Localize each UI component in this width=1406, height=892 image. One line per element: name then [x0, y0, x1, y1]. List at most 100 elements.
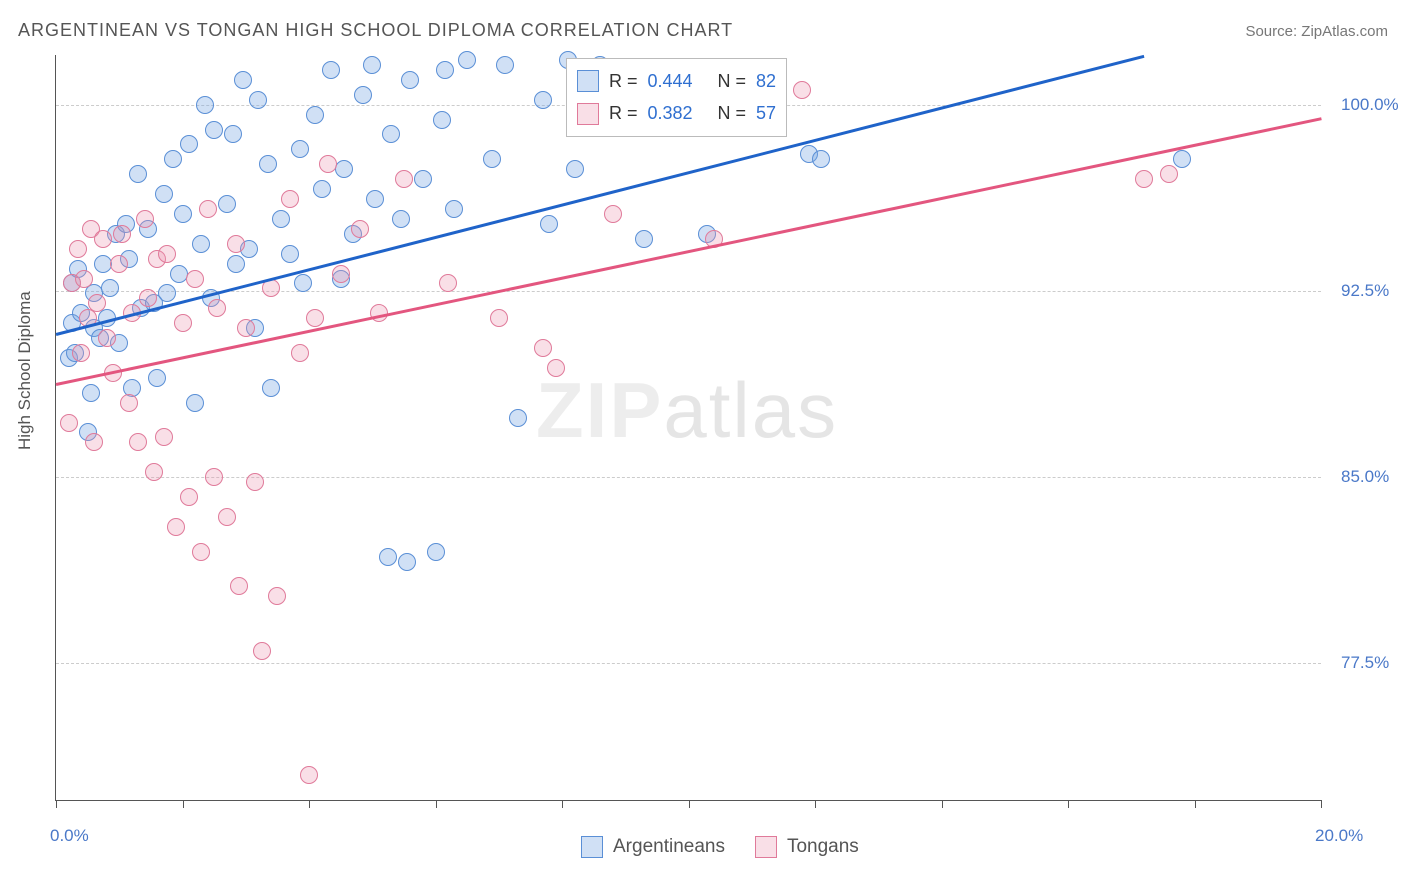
y-tick-label: 85.0%	[1341, 467, 1389, 487]
y-tick-label: 92.5%	[1341, 281, 1389, 301]
x-tick	[1321, 800, 1322, 808]
scatter-marker	[262, 379, 280, 397]
scatter-marker	[167, 518, 185, 536]
scatter-marker	[60, 414, 78, 432]
scatter-marker	[427, 543, 445, 561]
scatter-marker	[540, 215, 558, 233]
scatter-marker	[155, 185, 173, 203]
scatter-marker	[793, 81, 811, 99]
scatter-marker	[379, 548, 397, 566]
scatter-marker	[94, 230, 112, 248]
r-value: 0.382	[648, 97, 708, 129]
scatter-marker	[174, 205, 192, 223]
legend-row: R =0.444N =82	[577, 65, 776, 97]
x-tick	[1068, 800, 1069, 808]
scatter-marker	[129, 433, 147, 451]
x-tick	[436, 800, 437, 808]
scatter-marker	[392, 210, 410, 228]
scatter-marker	[139, 289, 157, 307]
scatter-marker	[458, 51, 476, 69]
scatter-marker	[812, 150, 830, 168]
scatter-marker	[332, 265, 350, 283]
scatter-marker	[1173, 150, 1191, 168]
scatter-marker	[158, 284, 176, 302]
scatter-marker	[158, 245, 176, 263]
scatter-marker	[291, 140, 309, 158]
legend-swatch	[755, 836, 777, 858]
scatter-marker	[129, 165, 147, 183]
scatter-marker	[398, 553, 416, 571]
y-tick-label: 77.5%	[1341, 653, 1389, 673]
scatter-marker	[85, 433, 103, 451]
scatter-marker	[509, 409, 527, 427]
scatter-marker	[113, 225, 131, 243]
scatter-marker	[306, 309, 324, 327]
scatter-marker	[566, 160, 584, 178]
scatter-marker	[155, 428, 173, 446]
scatter-marker	[110, 255, 128, 273]
scatter-marker	[354, 86, 372, 104]
scatter-marker	[98, 329, 116, 347]
scatter-marker	[186, 270, 204, 288]
scatter-marker	[196, 96, 214, 114]
r-label: R =	[609, 65, 638, 97]
scatter-marker	[351, 220, 369, 238]
x-tick-label: 20.0%	[1315, 826, 1363, 846]
scatter-marker	[439, 274, 457, 292]
scatter-marker	[88, 294, 106, 312]
correlation-legend: R =0.444N =82R =0.382N =57	[566, 58, 787, 137]
scatter-marker	[192, 543, 210, 561]
scatter-marker	[490, 309, 508, 327]
gridline	[56, 291, 1321, 292]
scatter-marker	[205, 121, 223, 139]
scatter-marker	[291, 344, 309, 362]
x-tick	[689, 800, 690, 808]
scatter-marker	[224, 125, 242, 143]
scatter-marker	[635, 230, 653, 248]
scatter-marker	[319, 155, 337, 173]
scatter-marker	[414, 170, 432, 188]
scatter-marker	[145, 463, 163, 481]
legend-label: Tongans	[787, 836, 859, 858]
scatter-marker	[306, 106, 324, 124]
scatter-marker	[268, 587, 286, 605]
x-tick-label: 0.0%	[50, 826, 89, 846]
y-tick-label: 100.0%	[1341, 95, 1399, 115]
scatter-marker	[534, 339, 552, 357]
scatter-marker	[547, 359, 565, 377]
scatter-marker	[363, 56, 381, 74]
scatter-marker	[227, 235, 245, 253]
scatter-marker	[180, 488, 198, 506]
legend-swatch	[577, 70, 599, 92]
scatter-marker	[136, 210, 154, 228]
scatter-marker	[227, 255, 245, 273]
scatter-marker	[496, 56, 514, 74]
scatter-marker	[234, 71, 252, 89]
scatter-marker	[395, 170, 413, 188]
scatter-marker	[272, 210, 290, 228]
n-value: 82	[756, 65, 776, 97]
scatter-marker	[237, 319, 255, 337]
scatter-marker	[205, 468, 223, 486]
scatter-marker	[199, 200, 217, 218]
legend-row: R =0.382N =57	[577, 97, 776, 129]
scatter-marker	[433, 111, 451, 129]
scatter-marker	[230, 577, 248, 595]
scatter-marker	[313, 180, 331, 198]
scatter-marker	[436, 61, 454, 79]
legend-swatch	[577, 103, 599, 125]
watermark: ZIPatlas	[536, 365, 838, 456]
n-label: N =	[718, 97, 747, 129]
legend-item: Argentineans	[581, 836, 725, 858]
x-tick	[562, 800, 563, 808]
n-label: N =	[718, 65, 747, 97]
y-axis-label: High School Diploma	[15, 291, 35, 450]
scatter-marker	[208, 299, 226, 317]
scatter-marker	[300, 766, 318, 784]
scatter-marker	[164, 150, 182, 168]
scatter-marker	[218, 195, 236, 213]
scatter-marker	[246, 473, 264, 491]
x-tick	[309, 800, 310, 808]
legend-item: Tongans	[755, 836, 859, 858]
scatter-plot: ZIPatlas 77.5%85.0%92.5%100.0%0.0%20.0%R…	[55, 55, 1321, 801]
